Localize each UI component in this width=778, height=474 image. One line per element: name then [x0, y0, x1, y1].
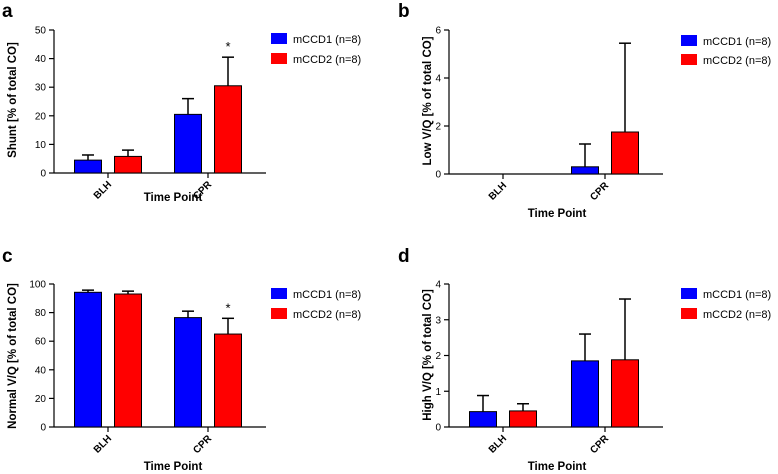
x-tick-label: BLH — [487, 433, 509, 455]
bar-mccd2 — [114, 293, 142, 428]
panel-d: d High V/Q [% of total CO] Time Point mC… — [398, 246, 771, 473]
bar-mccd1 — [74, 291, 102, 428]
legend-label-mccd1: mCCD1 (n=8) — [293, 289, 361, 301]
bar-mccd1 — [571, 360, 599, 428]
bar-mccd2 — [114, 155, 142, 174]
y-tick-label: 4 — [435, 74, 441, 85]
y-tick-label: 0 — [435, 170, 441, 181]
x-tick-label: CPR — [191, 179, 214, 202]
bar-mccd2 — [214, 333, 242, 428]
x-tick-label: CPR — [588, 433, 611, 456]
bar-mccd1 — [571, 166, 599, 175]
y-tick-label: 0 — [40, 423, 46, 434]
y-tick-label: 100 — [29, 280, 46, 291]
bar-mccd2 — [509, 410, 537, 428]
legend-swatch-mccd1 — [681, 288, 697, 299]
y-tick-label: 10 — [35, 140, 47, 151]
legend-swatch-mccd2 — [271, 53, 287, 64]
y-axis-title: Shunt [% of total CO] — [7, 42, 19, 158]
y-tick-label: 20 — [35, 394, 47, 405]
x-tick-label: CPR — [191, 433, 214, 456]
bar-mccd2 — [214, 85, 242, 174]
bar-mccd1 — [74, 159, 102, 174]
significance-marker: * — [225, 300, 230, 315]
y-tick-label: 30 — [35, 83, 47, 94]
legend-label-mccd1: mCCD1 (n=8) — [703, 289, 771, 301]
x-tick-label: CPR — [588, 180, 611, 203]
y-axis-title: Normal V/Q [% of total CO] — [7, 283, 19, 429]
panel-label: c — [2, 246, 13, 267]
x-axis-title: Time Point — [528, 208, 587, 220]
panel-label: d — [398, 246, 410, 267]
legend-label-mccd2: mCCD2 (n=8) — [293, 54, 361, 66]
y-tick-label: 40 — [35, 365, 47, 376]
y-tick-label: 60 — [35, 337, 47, 348]
bar-mccd2 — [611, 359, 639, 428]
legend-swatch-mccd2 — [681, 308, 697, 319]
legend-swatch-mccd2 — [681, 54, 697, 65]
y-tick-label: 6 — [435, 26, 441, 37]
y-axis-title: High V/Q [% of total CO] — [422, 289, 434, 421]
significance-marker: * — [225, 39, 230, 54]
x-axis-title: Time Point — [144, 461, 203, 473]
bar-mccd1 — [174, 113, 202, 174]
y-tick-label: 80 — [35, 308, 47, 319]
y-axis-title: Low V/Q [% of total CO] — [422, 36, 434, 165]
x-tick-label: BLH — [487, 180, 509, 202]
legend-label-mccd1: mCCD1 (n=8) — [293, 34, 361, 46]
legend-swatch-mccd1 — [681, 35, 697, 46]
legend-label-mccd2: mCCD2 (n=8) — [703, 309, 771, 321]
y-tick-label: 4 — [435, 280, 441, 291]
bar-mccd2 — [611, 131, 639, 175]
x-axis-title: Time Point — [528, 461, 587, 473]
legend-swatch-mccd1 — [271, 33, 287, 44]
panel-label: a — [2, 1, 13, 22]
panel-c: c Normal V/Q [% of total CO] Time Point … — [2, 246, 361, 473]
x-tick-label: BLH — [92, 179, 114, 201]
bar-mccd1 — [469, 411, 497, 428]
panel-b: b Low V/Q [% of total CO] Time Point mCC… — [398, 1, 771, 220]
legend-label-mccd2: mCCD2 (n=8) — [293, 309, 361, 321]
panel-a: a Shunt [% of total CO] Time Point mCCD1… — [2, 1, 361, 204]
legend-label-mccd1: mCCD1 (n=8) — [703, 36, 771, 48]
legend: mCCD1 (n=8) mCCD2 (n=8) — [681, 288, 771, 321]
legend: mCCD1 (n=8) mCCD2 (n=8) — [271, 288, 361, 321]
x-axis-title: Time Point — [144, 192, 203, 204]
y-tick-label: 20 — [35, 111, 47, 122]
y-tick-label: 0 — [40, 169, 46, 180]
panel-label: b — [398, 1, 410, 22]
legend: mCCD1 (n=8) mCCD2 (n=8) — [271, 33, 361, 66]
bar-mccd1 — [174, 317, 202, 428]
legend-label-mccd2: mCCD2 (n=8) — [703, 55, 771, 67]
y-tick-label: 0 — [435, 423, 441, 434]
y-tick-label: 40 — [35, 54, 47, 65]
y-tick-label: 2 — [435, 351, 441, 362]
legend-swatch-mccd2 — [271, 308, 287, 319]
legend: mCCD1 (n=8) mCCD2 (n=8) — [681, 35, 771, 67]
y-tick-label: 50 — [35, 26, 47, 37]
x-tick-label: BLH — [92, 433, 114, 455]
y-tick-label: 1 — [435, 387, 441, 398]
y-tick-label: 2 — [435, 122, 441, 133]
y-tick-label: 3 — [435, 315, 441, 326]
legend-swatch-mccd1 — [271, 288, 287, 299]
